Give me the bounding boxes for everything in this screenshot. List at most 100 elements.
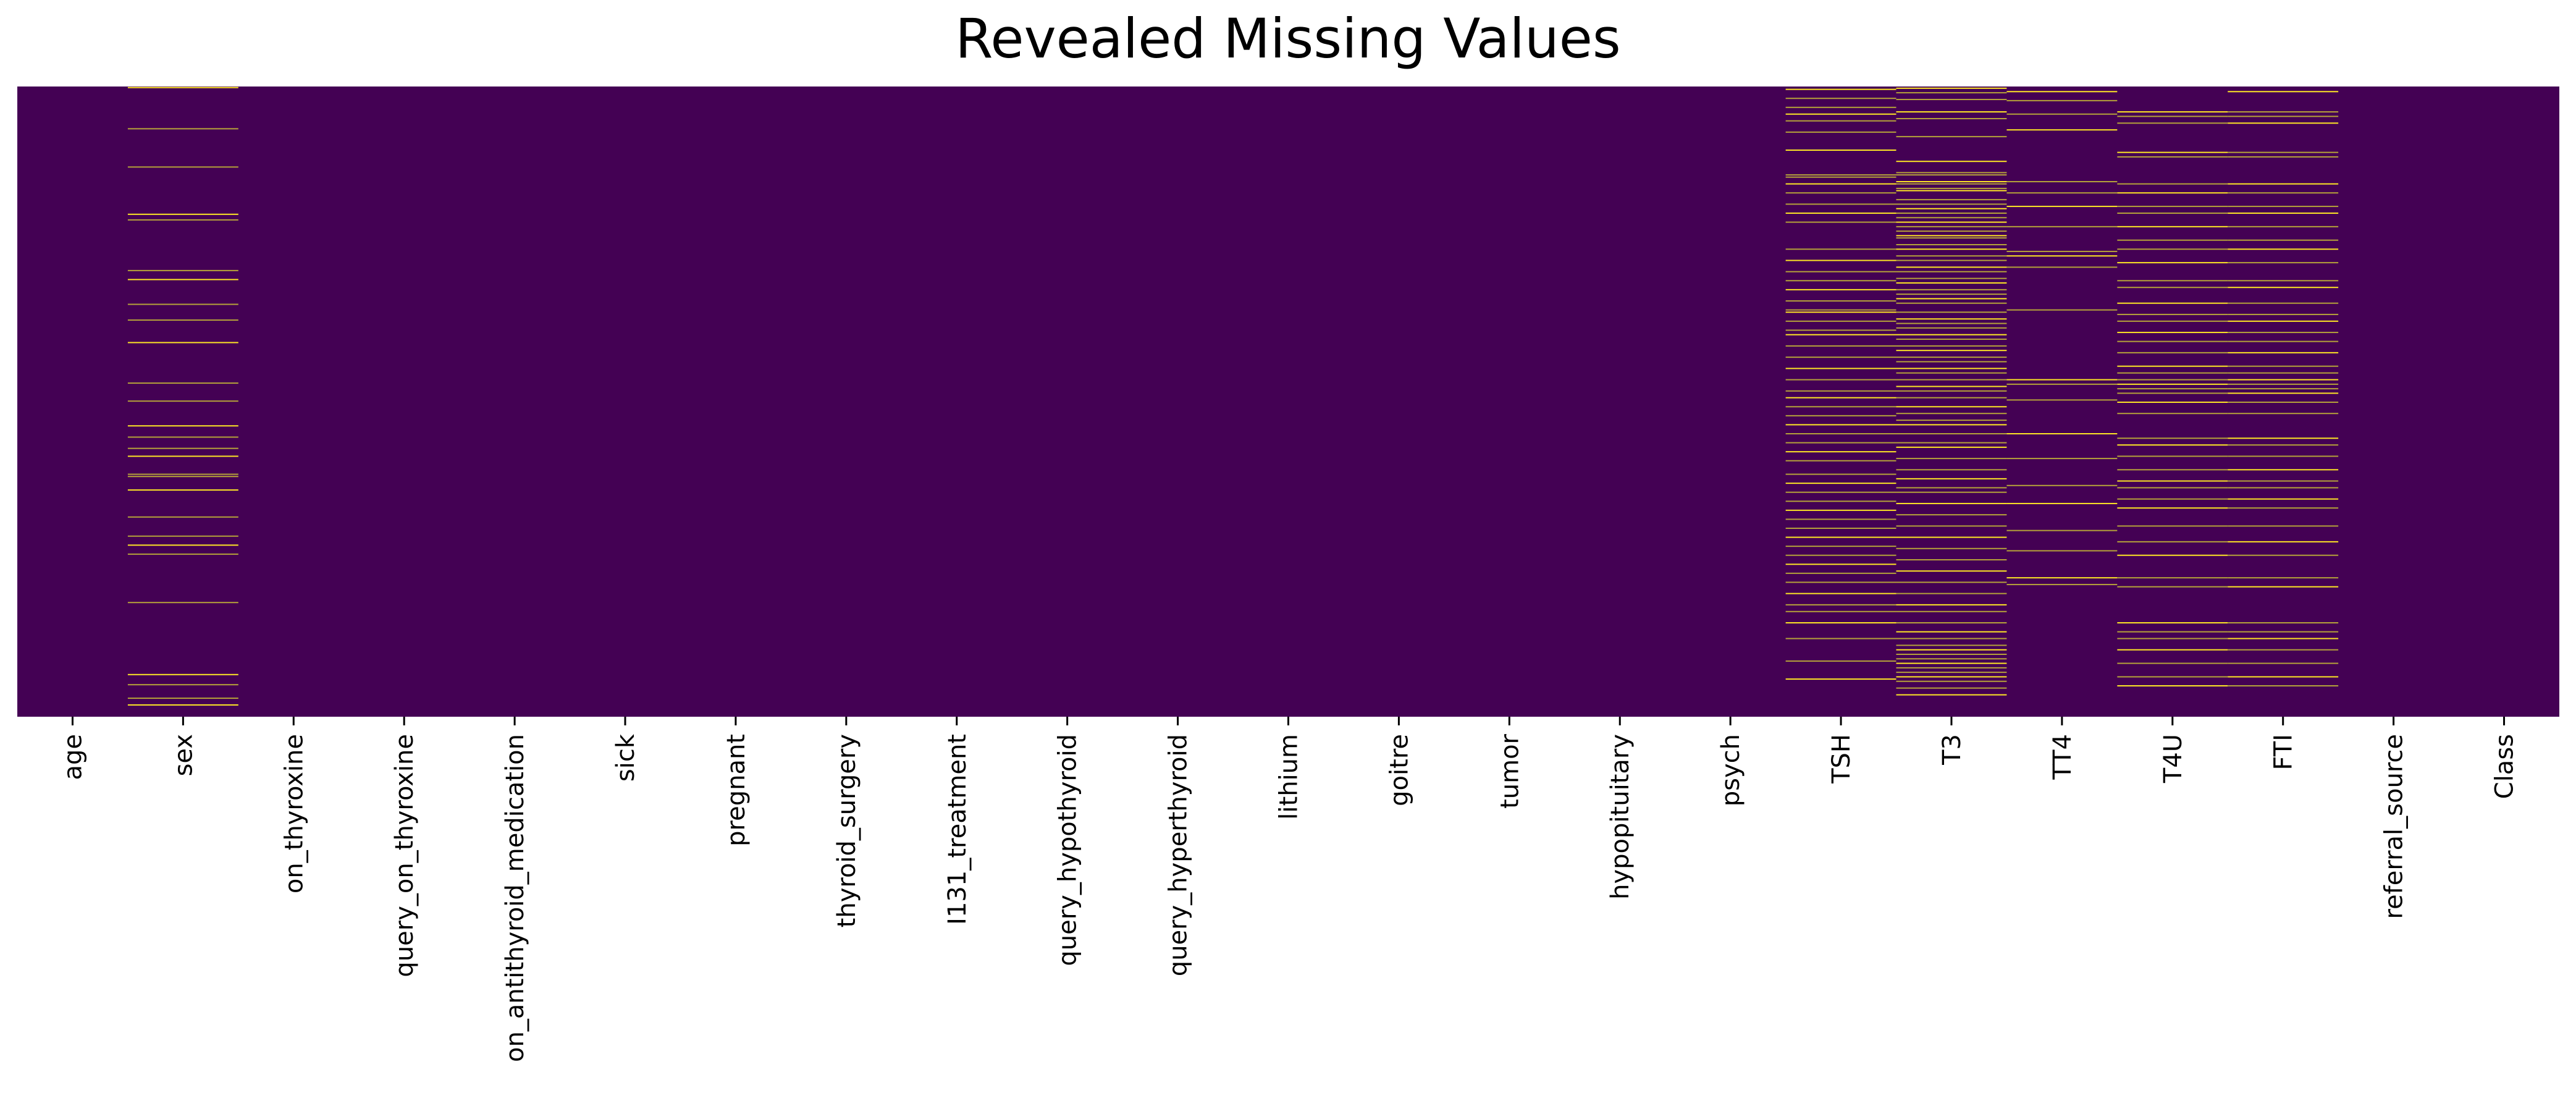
missing-mark-T4U <box>2117 554 2228 556</box>
x-tick-label-hypopituitary: hypopituitary <box>1606 734 1635 900</box>
missing-mark-FTI <box>2228 444 2339 446</box>
missing-mark-T3 <box>1896 311 2007 313</box>
missing-mark-TSH <box>1785 248 1896 250</box>
missing-mark-T3 <box>1896 266 2007 268</box>
missing-mark-T3 <box>1896 190 2007 192</box>
missing-mark-sex <box>127 400 238 402</box>
missing-mark-T4U <box>2117 379 2228 381</box>
missing-mark-FTI <box>2228 392 2339 394</box>
missing-mark-T4U <box>2117 122 2228 124</box>
missing-mark-FTI <box>2228 156 2339 158</box>
missing-mark-TSH <box>1785 442 1896 444</box>
missing-mark-TT4 <box>2006 226 2118 227</box>
missing-mark-T3 <box>1896 610 2007 612</box>
missing-mark-FTI <box>2228 487 2339 489</box>
missing-mark-TT4 <box>2006 484 2118 486</box>
missing-mark-T4U <box>2117 388 2228 390</box>
missing-mark-FTI <box>2228 383 2339 385</box>
missing-mark-T3 <box>1896 213 2007 214</box>
missing-mark-T3 <box>1896 255 2007 257</box>
missing-mark-T3 <box>1896 339 2007 340</box>
missing-mark-T3 <box>1896 345 2007 347</box>
missing-mark-T3 <box>1896 662 2007 664</box>
missing-mark-TSH <box>1785 334 1896 335</box>
missing-mark-FTI <box>2228 151 2339 153</box>
x-tick-label-age: age <box>59 734 87 780</box>
missing-mark-T4U <box>2117 498 2228 500</box>
missing-mark-T3 <box>1896 649 2007 651</box>
missing-mark-T4U <box>2117 662 2228 664</box>
missing-mark-T4U <box>2117 352 2228 353</box>
missing-mark-FTI <box>2228 213 2339 214</box>
missing-mark-TT4 <box>2006 399 2118 401</box>
missing-mark-TSH <box>1785 289 1896 290</box>
missing-mark-FTI <box>2228 541 2339 542</box>
missing-mark-TSH <box>1785 491 1896 493</box>
missing-mark-T3 <box>1896 446 2007 448</box>
missing-mark-TSH <box>1785 320 1896 322</box>
missing-mark-FTI <box>2228 507 2339 509</box>
missing-mark-TT4 <box>2006 433 2118 434</box>
missing-mark-T3 <box>1896 420 2007 421</box>
missing-mark-TSH <box>1785 536 1896 538</box>
missing-mark-T4U <box>2117 685 2228 686</box>
missing-mark-T4U <box>2117 248 2228 250</box>
x-tick-label-thyroid_surgery: thyroid_surgery <box>833 734 861 927</box>
missing-mark-T3 <box>1896 260 2007 261</box>
missing-mark-T3 <box>1896 181 2007 182</box>
missing-mark-T4U <box>2117 413 2228 415</box>
missing-mark-T4U <box>2117 676 2228 678</box>
missing-mark-T3 <box>1896 604 2007 606</box>
missing-mark-sex <box>127 269 238 271</box>
missing-mark-TT4 <box>2006 250 2118 252</box>
missing-mark-T3 <box>1896 302 2007 304</box>
missing-mark-T3 <box>1896 187 2007 189</box>
missing-mark-T3 <box>1896 424 2007 426</box>
missing-mark-sex <box>127 128 238 130</box>
missing-mark-sex <box>127 535 238 537</box>
missing-mark-T3 <box>1896 622 2007 623</box>
missing-mark-FTI <box>2228 332 2339 334</box>
missing-mark-FTI <box>2228 437 2339 439</box>
missing-mark-T3 <box>1896 199 2007 201</box>
missing-mark-T4U <box>2117 365 2228 367</box>
missing-mark-T4U <box>2117 525 2228 527</box>
missing-mark-T4U <box>2117 262 2228 264</box>
missing-mark-TSH <box>1785 433 1896 434</box>
missing-mark-T3 <box>1896 469 2007 471</box>
missing-mark-TT4 <box>2006 502 2118 504</box>
missing-mark-T4U <box>2117 586 2228 588</box>
missing-mark-TSH <box>1785 213 1896 214</box>
missing-mark-T3 <box>1896 687 2007 689</box>
missing-mark-FTI <box>2228 122 2339 124</box>
missing-mark-TSH <box>1785 572 1896 574</box>
missing-mark-T4U <box>2117 206 2228 208</box>
x-tick-label-query_on_thyroxine: query_on_thyroxine <box>390 734 419 977</box>
missing-mark-TSH <box>1785 221 1896 223</box>
missing-mark-FTI <box>2228 239 2339 241</box>
missing-mark-T4U <box>2117 649 2228 651</box>
missing-mark-sex <box>127 544 238 546</box>
missing-mark-T3 <box>1896 680 2007 682</box>
missing-mark-T3 <box>1896 593 2007 594</box>
missing-mark-TSH <box>1785 518 1896 520</box>
missing-mark-TSH <box>1785 390 1896 392</box>
missing-mark-sex <box>127 473 238 475</box>
missing-mark-T3 <box>1896 118 2007 119</box>
x-axis-tick-labels: age sex on_thyroxine query_on_thyroxine on_a… <box>59 733 2519 1062</box>
missing-mark-FTI <box>2228 320 2339 322</box>
missing-mark-T3 <box>1896 390 2007 392</box>
missing-mark-T3 <box>1896 318 2007 320</box>
missing-mark-T4U <box>2117 280 2228 282</box>
missing-mark-T4U <box>2117 372 2228 374</box>
missing-mark-TSH <box>1785 660 1896 662</box>
missing-mark-T3 <box>1896 271 2007 272</box>
missing-mark-sex <box>127 476 238 478</box>
missing-mark-T4U <box>2117 455 2228 457</box>
x-tick-label-sex: sex <box>169 734 198 776</box>
missing-mark-T4U <box>2117 239 2228 241</box>
missing-mark-sex <box>127 213 238 215</box>
missing-mark-TSH <box>1785 379 1896 381</box>
missing-mark-T3 <box>1896 282 2007 284</box>
missing-mark-TSH <box>1785 500 1896 502</box>
